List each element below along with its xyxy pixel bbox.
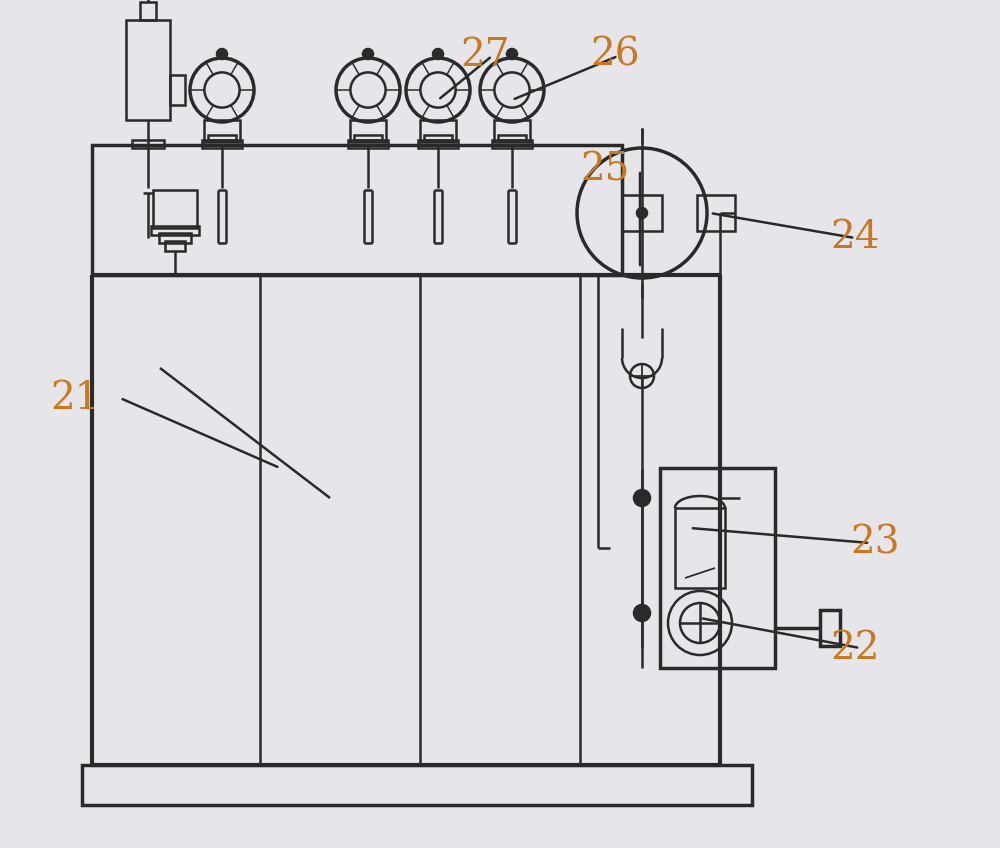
Bar	[82, 765, 752, 805]
Circle shape	[634, 490, 650, 506]
Bar	[494, 120, 530, 142]
Circle shape	[507, 49, 517, 59]
Circle shape	[637, 208, 647, 218]
Bar	[350, 120, 386, 142]
Bar	[159, 233, 191, 243]
Circle shape	[433, 49, 443, 59]
Bar	[202, 140, 242, 148]
Bar	[348, 140, 388, 148]
Bar	[153, 190, 197, 228]
Bar	[170, 75, 185, 105]
Text: 21: 21	[50, 380, 100, 417]
Bar	[622, 195, 662, 231]
Bar	[660, 468, 775, 668]
Text: 23: 23	[850, 524, 900, 561]
Bar	[208, 135, 236, 140]
Bar	[424, 135, 452, 140]
Bar	[697, 195, 735, 231]
Bar	[820, 610, 840, 646]
Circle shape	[217, 49, 227, 59]
Bar	[165, 241, 185, 251]
Circle shape	[363, 49, 373, 59]
Text: 27: 27	[460, 36, 510, 74]
Bar	[132, 140, 164, 148]
Text: 25: 25	[580, 151, 630, 188]
Circle shape	[634, 605, 650, 621]
Bar	[498, 135, 526, 140]
Bar	[126, 20, 170, 120]
Text: 22: 22	[830, 630, 880, 667]
Bar	[675, 508, 725, 588]
Bar	[420, 120, 456, 142]
Bar	[204, 120, 240, 142]
Text: 24: 24	[830, 219, 880, 256]
Bar	[140, 2, 156, 20]
Bar	[92, 145, 622, 275]
Bar	[354, 135, 382, 140]
Bar	[151, 226, 199, 235]
Bar	[492, 140, 532, 148]
Bar	[418, 140, 458, 148]
Text: 26: 26	[590, 36, 640, 74]
